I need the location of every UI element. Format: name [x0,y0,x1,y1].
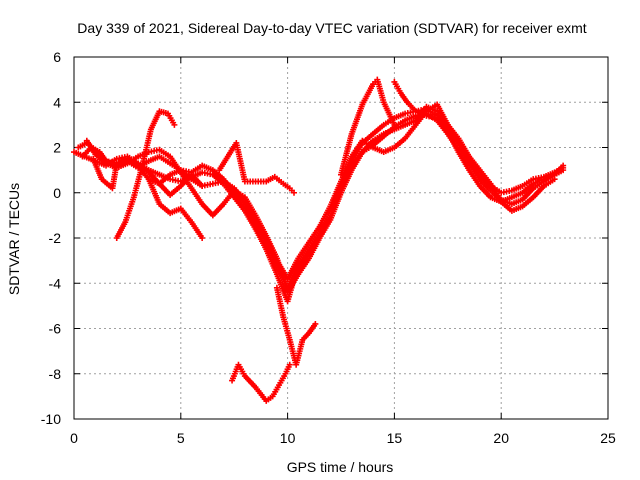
data-point-marker [291,189,298,196]
y-tick-label: 4 [53,94,61,110]
x-tick-label: 5 [177,430,185,446]
data-point-marker [391,121,398,128]
data-point-marker [286,361,293,368]
x-tick-label: 25 [600,430,616,446]
y-tick-label: -8 [49,366,62,382]
axis-ticks: 0 5 10 15 20 25 -10 -8 -6 -4 -2 0 2 4 6 [41,49,616,446]
grid [74,57,608,419]
y-tick-label: -2 [49,230,62,246]
data-point-marker [171,121,178,128]
y-tick-label: -4 [49,275,62,291]
x-tick-label: 20 [493,430,509,446]
data-points [71,76,567,404]
y-tick-label: -10 [41,411,61,427]
y-tick-label: -6 [49,321,62,337]
x-axis-label: GPS time / hours [287,459,394,475]
data-point-marker [199,235,206,241]
chart-title: Day 339 of 2021, Sidereal Day-to-day VTE… [77,20,586,36]
x-tick-label: 15 [387,430,403,446]
data-point-marker [455,139,462,146]
data-point-marker [312,320,319,327]
x-tick-label: 10 [280,430,296,446]
y-tick-label: 0 [53,185,61,201]
data-point-marker [199,182,206,189]
x-tick-label: 0 [70,430,78,446]
data-point-marker [560,164,567,171]
y-axis-label: SDTVAR / TECUs [6,183,22,295]
data-point-marker [551,176,558,183]
y-tick-label: 6 [53,49,61,65]
y-tick-label: 2 [53,140,61,156]
